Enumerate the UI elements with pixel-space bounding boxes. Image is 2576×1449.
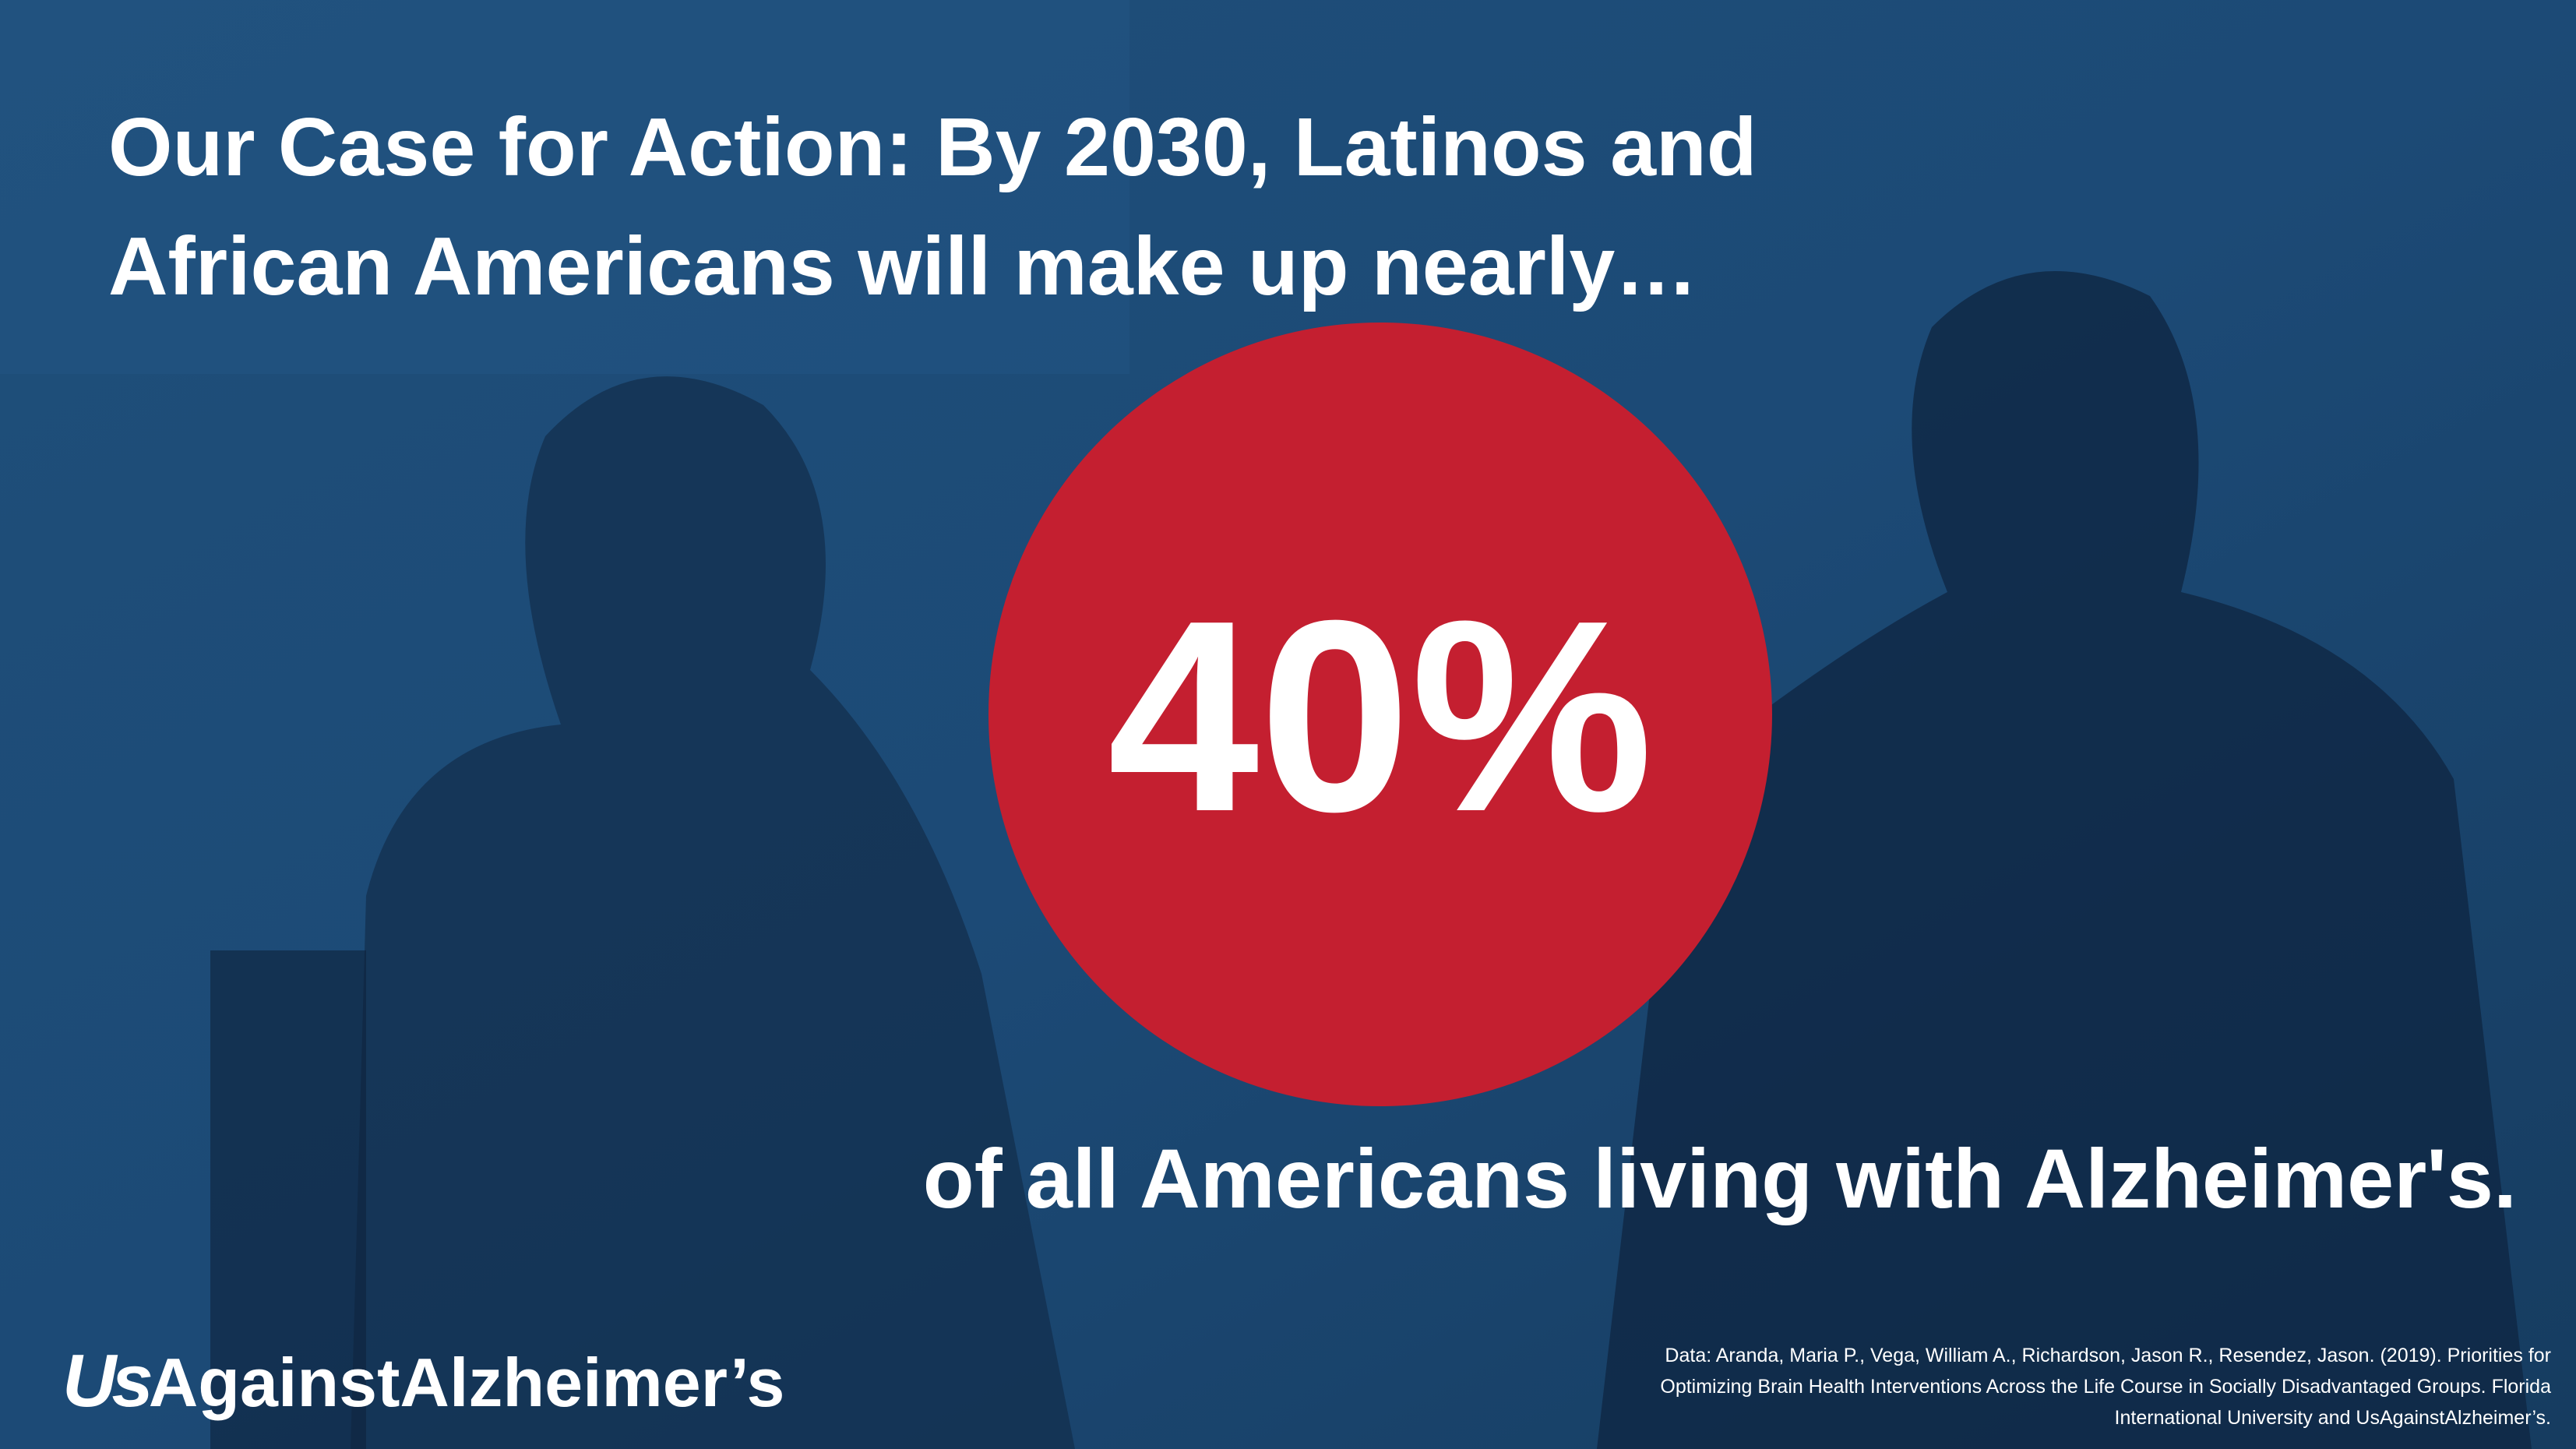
stat-circle xyxy=(988,323,1772,1106)
source-line: Optimizing Brain Health Interventions Ac… xyxy=(1660,1376,2551,1398)
source-line: Data: Aranda, Maria P., Vega, William A.… xyxy=(1665,1345,2551,1366)
source-line: International University and UsAgainstAl… xyxy=(2115,1407,2551,1429)
backdrop-panel xyxy=(0,0,1129,374)
headline-line: Our Case for Action: By 2030, Latinos an… xyxy=(108,101,1757,193)
logo-rest: AgainstAlzheimer’s xyxy=(149,1344,785,1421)
subline: of all Americans living with Alzheimer's… xyxy=(923,1131,2517,1225)
person-left xyxy=(351,376,1075,1449)
chair xyxy=(210,950,366,1449)
person-right xyxy=(1597,271,2532,1449)
logo-prefix: Us xyxy=(62,1339,151,1423)
logo: UsAgainstAlzheimer’s xyxy=(62,1339,784,1423)
stat: 40% xyxy=(1108,564,1654,869)
headline-line: African Americans will make up nearly… xyxy=(108,220,1697,312)
